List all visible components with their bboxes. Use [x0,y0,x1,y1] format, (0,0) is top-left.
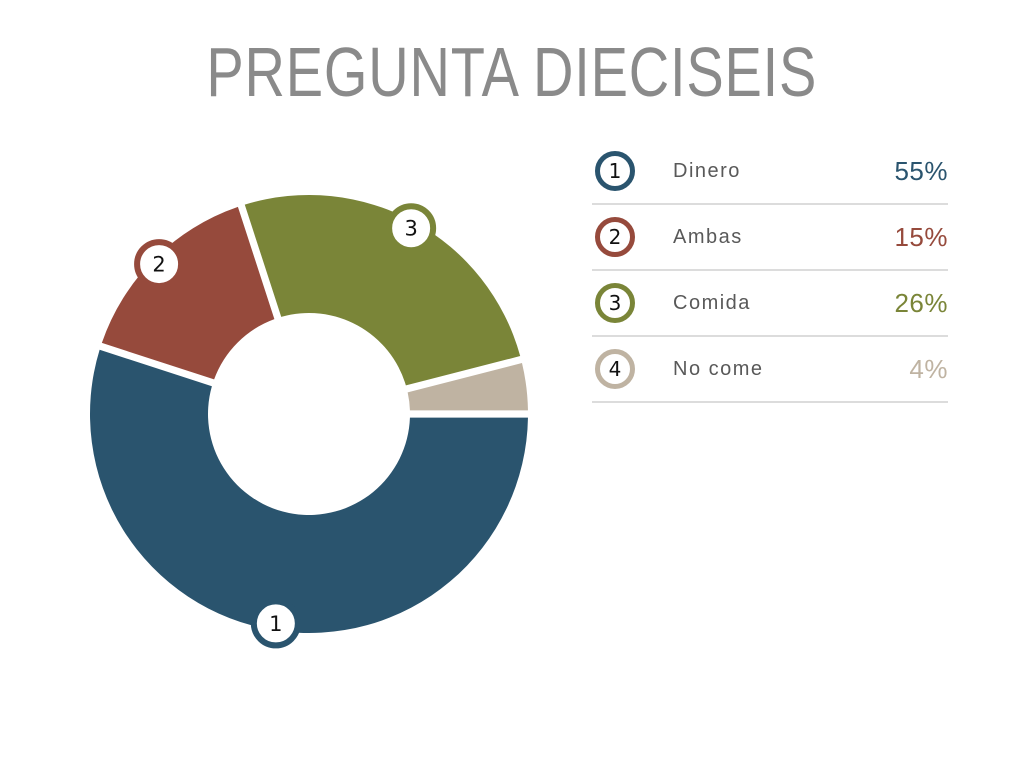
legend-label: No come [673,357,764,380]
page-title-text: PREGUNTA DIECISEIS [206,33,818,111]
legend-value: 55% [894,155,948,186]
legend-badge-number: 4 [608,357,622,381]
donut-slice-dinero [89,349,528,633]
legend-value: 4% [909,353,948,384]
legend-badge-1: 1 [595,151,635,191]
legend-label: Comida [673,291,751,314]
chart-badge-1: 1 [250,598,301,649]
donut-slice-no-come [407,363,528,411]
legend-value: 15% [894,221,948,252]
legend-row-no-come: 4 No come 4% [592,337,948,403]
donut-slice-comida [244,194,521,386]
chart-badge-number: 1 [269,612,282,636]
legend-row-dinero: 1 Dinero 55% [592,139,948,205]
legend-badge-4: 4 [595,349,635,389]
legend: 1 Dinero 55% 2 Ambas 15% 3 Comida 26% 4 … [592,139,948,403]
chart-badge-circle [250,598,301,649]
legend-badge-2: 2 [595,217,635,257]
legend-label: Dinero [673,159,741,182]
chart-badge-3: 3 [386,203,437,254]
legend-badge-number: 2 [608,225,622,249]
legend-badge-number: 1 [608,159,622,183]
legend-badge-3: 3 [595,283,635,323]
donut-slice-ambas [101,206,275,380]
legend-badge-number: 3 [608,291,622,315]
chart-badge-number: 3 [404,217,417,241]
chart-badge-2: 2 [134,239,185,290]
legend-value: 26% [894,287,948,318]
chart-badge-number: 2 [152,253,165,277]
chart-badge-circle [386,203,437,254]
legend-label: Ambas [673,225,743,248]
page-title: PREGUNTA DIECISEIS [0,34,1024,110]
legend-row-ambas: 2 Ambas 15% [592,205,948,271]
legend-row-comida: 3 Comida 26% [592,271,948,337]
chart-badge-circle [134,239,185,290]
